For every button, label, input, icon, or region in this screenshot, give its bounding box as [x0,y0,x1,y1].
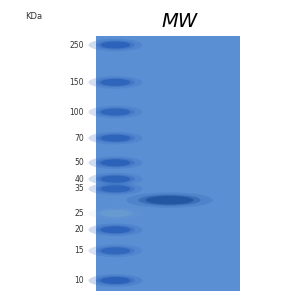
Ellipse shape [100,159,130,166]
Ellipse shape [100,247,130,254]
Ellipse shape [100,210,130,217]
Ellipse shape [100,226,130,233]
Text: 150: 150 [70,78,84,87]
Ellipse shape [126,192,213,208]
Ellipse shape [100,185,130,192]
Text: KDa: KDa [26,12,43,21]
Ellipse shape [96,40,135,50]
Text: 100: 100 [70,107,84,116]
Text: 40: 40 [74,175,84,184]
Ellipse shape [88,39,142,51]
Ellipse shape [100,79,130,86]
Text: 10: 10 [74,276,84,285]
Text: 250: 250 [70,40,84,50]
Text: MW: MW [162,12,198,31]
Text: 20: 20 [74,225,84,234]
Ellipse shape [100,277,130,284]
Ellipse shape [88,182,142,195]
Ellipse shape [88,156,142,169]
Ellipse shape [100,41,130,49]
Text: 35: 35 [74,184,84,193]
Ellipse shape [88,207,142,220]
Ellipse shape [96,107,135,117]
Text: 25: 25 [74,209,84,218]
Ellipse shape [138,194,201,206]
Ellipse shape [96,158,135,167]
Ellipse shape [96,209,135,218]
Ellipse shape [88,224,142,236]
Ellipse shape [96,246,135,255]
Ellipse shape [88,244,142,257]
Ellipse shape [96,225,135,234]
Ellipse shape [146,196,194,204]
Ellipse shape [88,132,142,145]
Ellipse shape [88,274,142,287]
FancyBboxPatch shape [96,36,240,291]
Ellipse shape [96,78,135,87]
Ellipse shape [96,175,135,184]
Ellipse shape [88,173,142,185]
Ellipse shape [100,135,130,142]
Ellipse shape [96,134,135,143]
Ellipse shape [88,76,142,89]
Ellipse shape [96,184,135,194]
Text: 50: 50 [74,158,84,167]
Text: 70: 70 [74,134,84,142]
Ellipse shape [100,109,130,116]
Ellipse shape [96,276,135,285]
Ellipse shape [100,176,130,183]
Ellipse shape [88,106,142,118]
Text: 15: 15 [74,246,84,255]
